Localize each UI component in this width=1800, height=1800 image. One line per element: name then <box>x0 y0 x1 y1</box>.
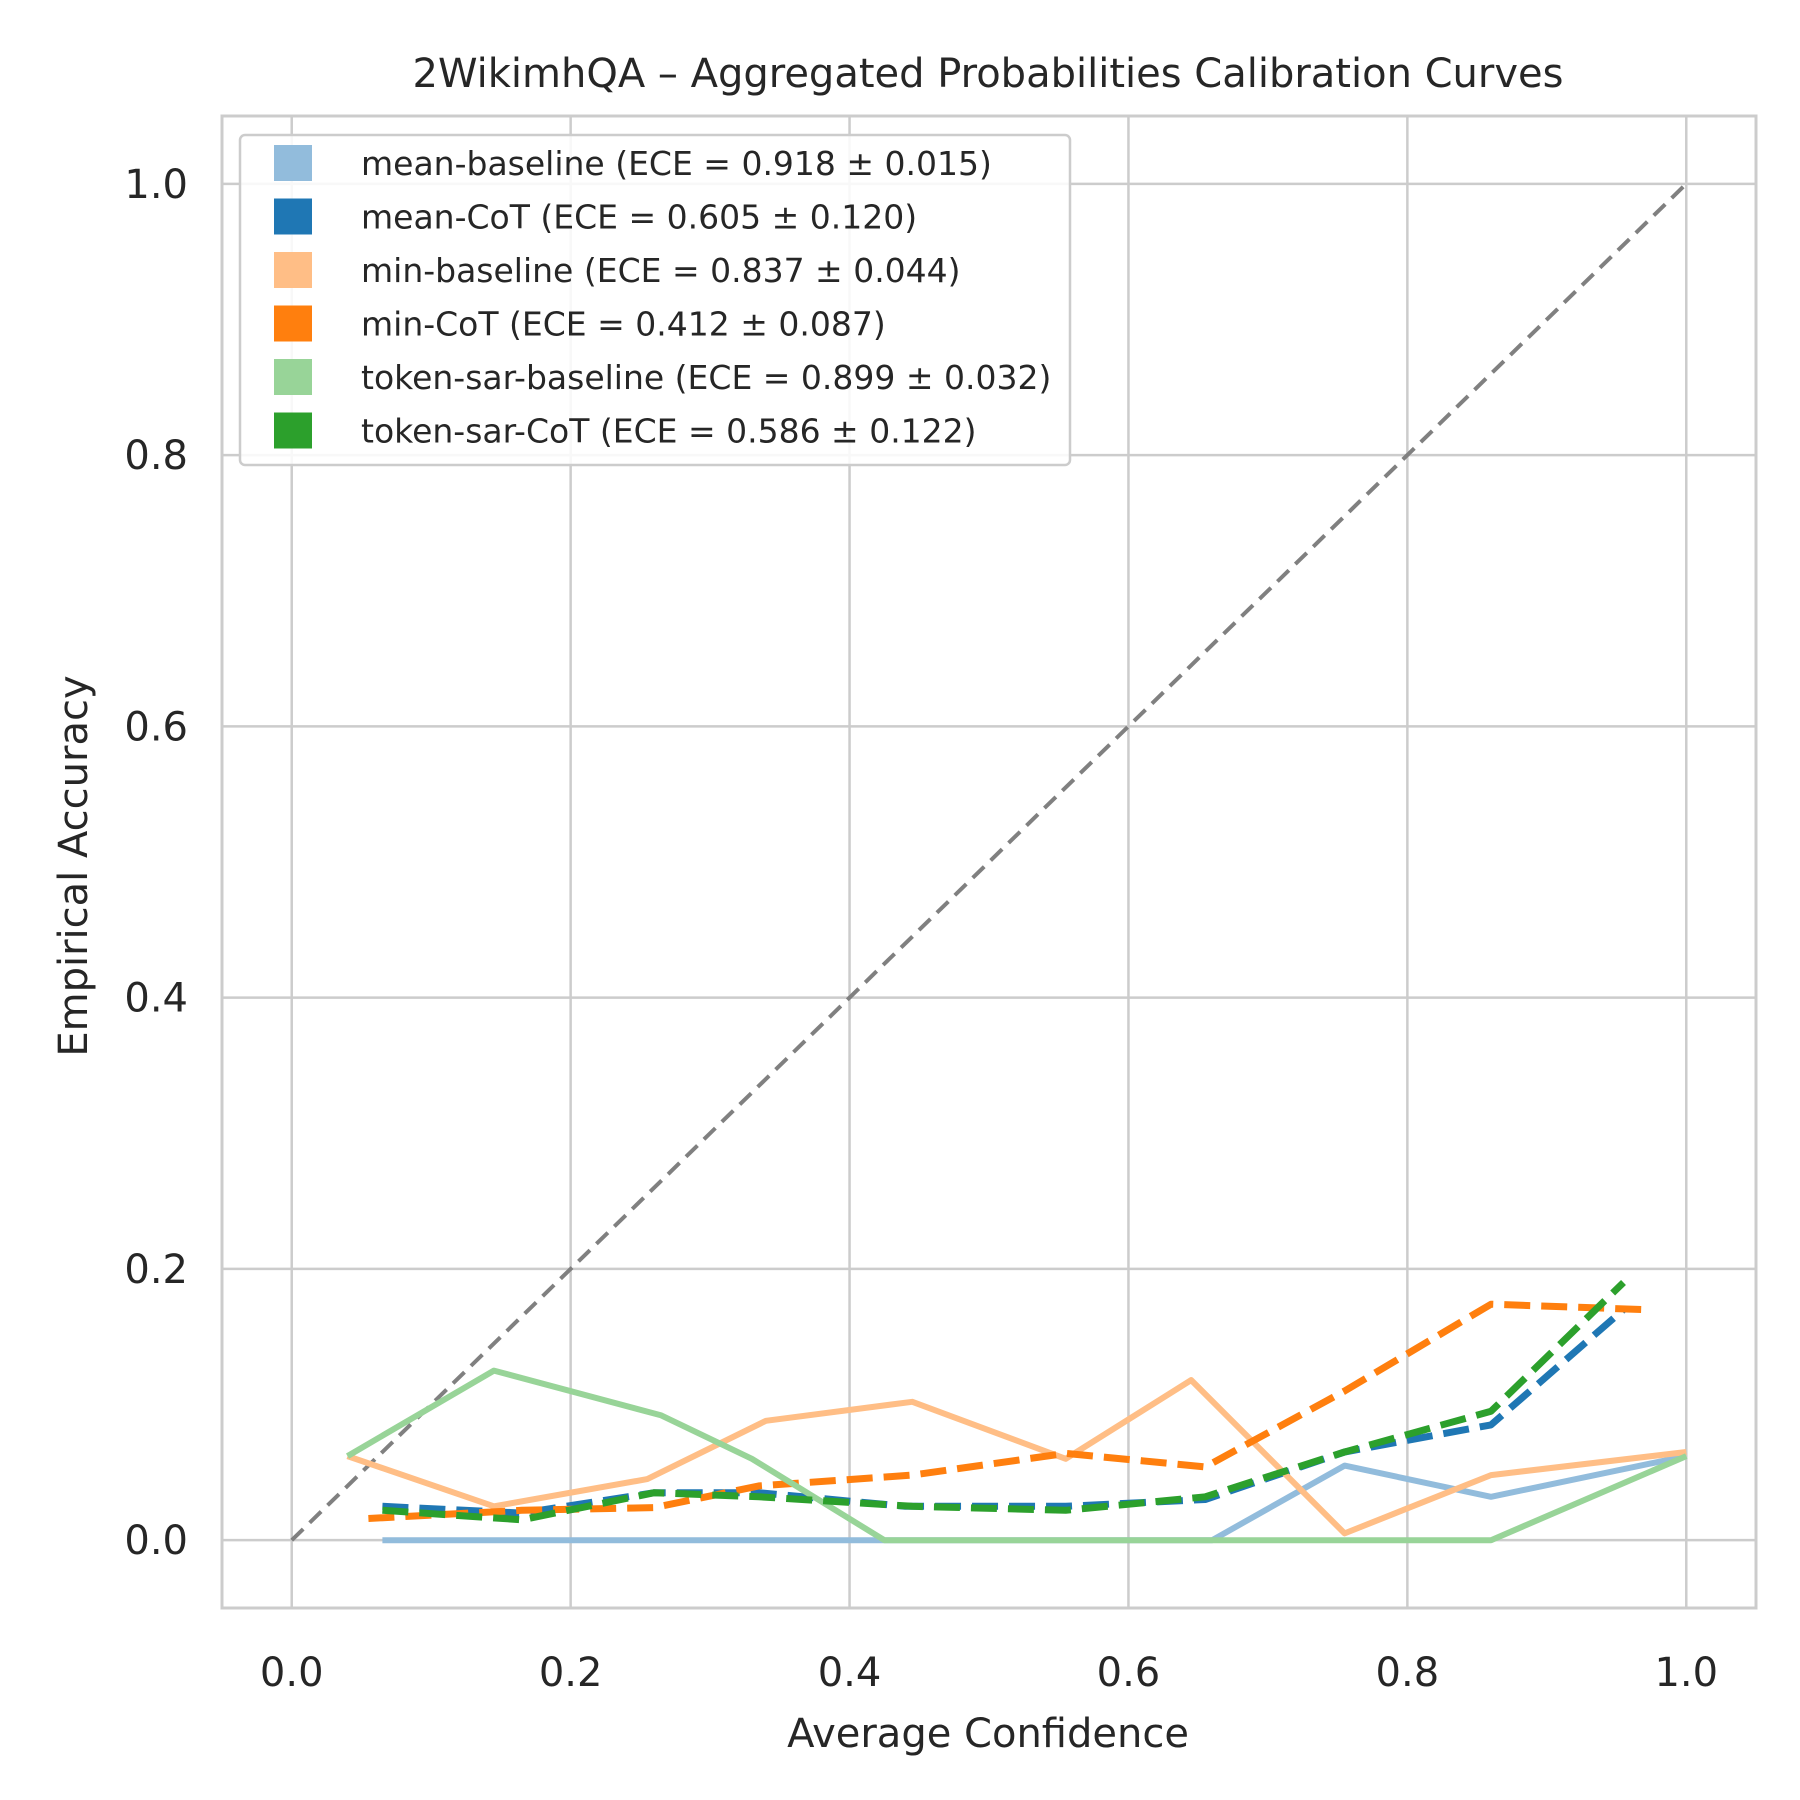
legend-swatch <box>274 412 312 449</box>
x-tick-labels: 0.0 0.2 0.4 0.6 0.8 1.0 <box>260 1650 1718 1696</box>
x-tick-label: 0.0 <box>260 1650 324 1696</box>
x-tick-label: 0.4 <box>818 1650 882 1696</box>
y-tick-label: 0.8 <box>124 433 188 479</box>
y-axis-label: Empirical Accuracy <box>51 675 97 1056</box>
series-line-5 <box>345 1367 1688 1544</box>
y-tick-labels: 0.0 0.2 0.4 0.6 0.8 1.0 <box>124 162 188 1564</box>
y-tick-label: 0.4 <box>124 976 188 1022</box>
legend-label: mean-baseline (ECE = 0.918 ± 0.015) <box>361 144 992 183</box>
legend-label: mean-CoT (ECE = 0.605 ± 0.120) <box>361 198 917 237</box>
x-tick-label: 1.0 <box>1654 1650 1718 1696</box>
legend-swatch <box>274 359 312 395</box>
series-line-4 <box>368 1300 1645 1522</box>
chart-title: 2WikimhQA – Aggregated Probabilities Cal… <box>413 51 1564 97</box>
legend-swatch <box>274 305 312 342</box>
x-tick-label: 0.6 <box>1097 1650 1161 1696</box>
series-line-3 <box>346 1377 1687 1537</box>
legend-swatch <box>274 198 312 235</box>
legend-box <box>238 133 1072 467</box>
series-line-6 <box>382 1279 1626 1524</box>
legend-swatch <box>274 252 312 288</box>
x-tick-label: 0.8 <box>1376 1650 1440 1696</box>
y-tick-label: 0.2 <box>124 1247 188 1293</box>
y-tick-label: 0.6 <box>124 704 188 750</box>
y-tick-label: 1.0 <box>124 162 188 208</box>
legend-label: token-sar-CoT (ECE = 0.586 ± 0.122) <box>361 412 977 451</box>
y-tick-label: 0.0 <box>124 1518 188 1564</box>
x-tick-label: 0.2 <box>539 1650 603 1696</box>
plot-frame <box>220 114 1758 1610</box>
legend-swatch <box>274 145 312 181</box>
legend: mean-baseline (ECE = 0.918 ± 0.015) mean-… <box>238 133 1072 467</box>
series-lines <box>345 1279 1688 1544</box>
legend-label: token-sar-baseline (ECE = 0.899 ± 0.032) <box>361 358 1051 397</box>
legend-label: min-baseline (ECE = 0.837 ± 0.044) <box>361 251 961 290</box>
legend-label: min-CoT (ECE = 0.412 ± 0.087) <box>361 305 886 344</box>
x-axis-label: Average Confidence <box>787 1711 1189 1757</box>
